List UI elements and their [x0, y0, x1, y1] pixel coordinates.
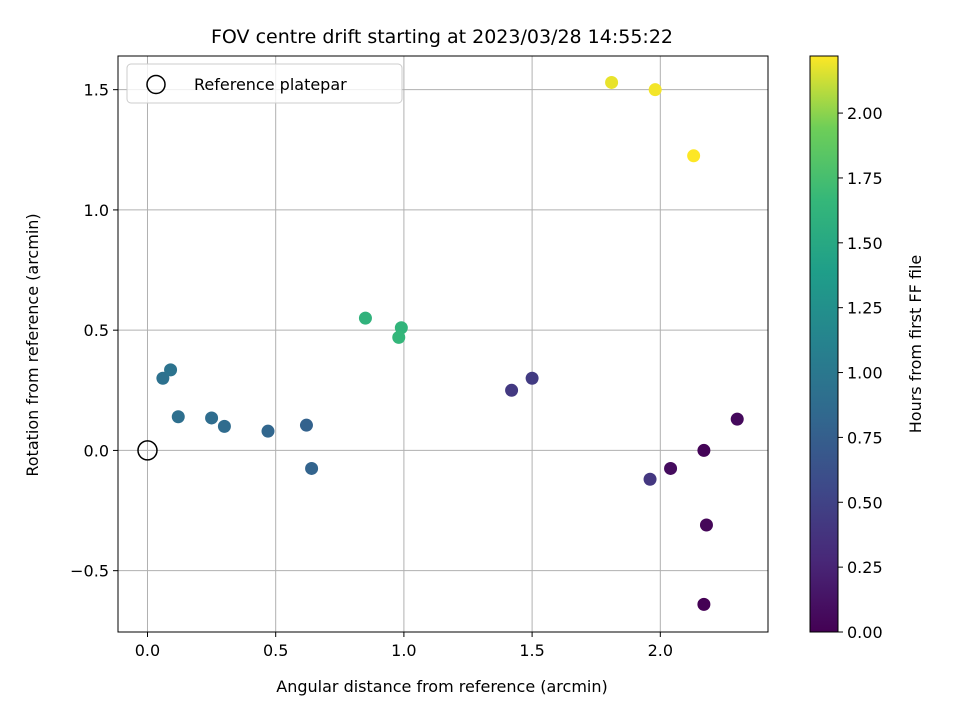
legend: Reference platepar — [126, 63, 403, 104]
scatter-point — [261, 424, 275, 438]
scatter-point — [648, 83, 662, 97]
scatter-point — [605, 75, 619, 89]
colorbar-tick-label: 2.00 — [847, 104, 883, 123]
plot-frame — [117, 55, 769, 633]
colorbar-tick-label: 0.75 — [847, 428, 883, 447]
grid — [118, 56, 768, 632]
y-tick-label: 1.5 — [84, 81, 109, 100]
colorbar-tick-label: 1.50 — [847, 234, 883, 253]
scatter-point — [730, 412, 744, 426]
y-tick-label: −0.5 — [70, 562, 109, 581]
colorbar-gradient — [809, 55, 839, 633]
reference-platepar-marker — [137, 440, 158, 461]
scatter-point — [217, 419, 231, 433]
x-tick-label: 2.0 — [648, 641, 673, 660]
y-tick-label: 0.0 — [84, 441, 109, 460]
y-tick-label: 0.5 — [84, 321, 109, 340]
scatter-point — [699, 518, 713, 532]
colorbar-tick-label: 1.00 — [847, 364, 883, 383]
y-axis-label: Rotation from reference (arcmin) — [23, 213, 42, 476]
scatter-point — [392, 330, 406, 344]
x-tick-label: 0.5 — [263, 641, 288, 660]
data-points — [137, 75, 744, 611]
x-tick-label: 1.0 — [391, 641, 416, 660]
colorbar-label: Hours from first FF file — [906, 255, 925, 434]
legend-box — [126, 63, 403, 104]
x-axis-label: Angular distance from reference (arcmin) — [276, 677, 607, 696]
scatter-point — [525, 371, 539, 385]
colorbar-tick-label: 1.25 — [847, 299, 883, 318]
scatter-point — [205, 411, 219, 425]
scatter-point — [164, 363, 178, 377]
scatter-point — [171, 410, 185, 424]
x-tick-label: 1.5 — [519, 641, 544, 660]
scatter-point — [643, 472, 657, 486]
scatter-point — [697, 443, 711, 457]
axes: 0.0 0.5 1.0 1.5 2.0 −0.5 0.0 0.5 1.0 1.5 — [70, 55, 769, 660]
chart-title: FOV centre drift starting at 2023/03/28 … — [211, 26, 673, 48]
legend-entry-reference-platepar: Reference platepar — [194, 75, 347, 94]
scatter-point — [305, 461, 319, 475]
scatter-point — [505, 383, 519, 397]
colorbar-ticks: 0.00 0.25 0.50 0.75 1.00 1.25 1.50 1.75 2.00 — [838, 104, 883, 642]
colorbar: 0.00 0.25 0.50 0.75 1.00 1.25 1.50 1.75 2.00 Hou… — [809, 55, 925, 642]
scatter-point — [156, 371, 170, 385]
scatter-point — [664, 461, 678, 475]
scatter-point — [687, 149, 701, 163]
colorbar-tick-label: 0.50 — [847, 493, 883, 512]
scatter-point — [299, 418, 313, 432]
x-tick-label: 0.0 — [135, 641, 160, 660]
colorbar-tick-label: 0.00 — [847, 623, 883, 642]
scatter-point — [697, 597, 711, 611]
colorbar-tick-label: 1.75 — [847, 169, 883, 188]
y-tick-label: 1.0 — [84, 201, 109, 220]
legend-reference-marker — [146, 74, 166, 95]
colorbar-tick-label: 0.25 — [847, 558, 883, 577]
scatter-point — [358, 311, 372, 325]
